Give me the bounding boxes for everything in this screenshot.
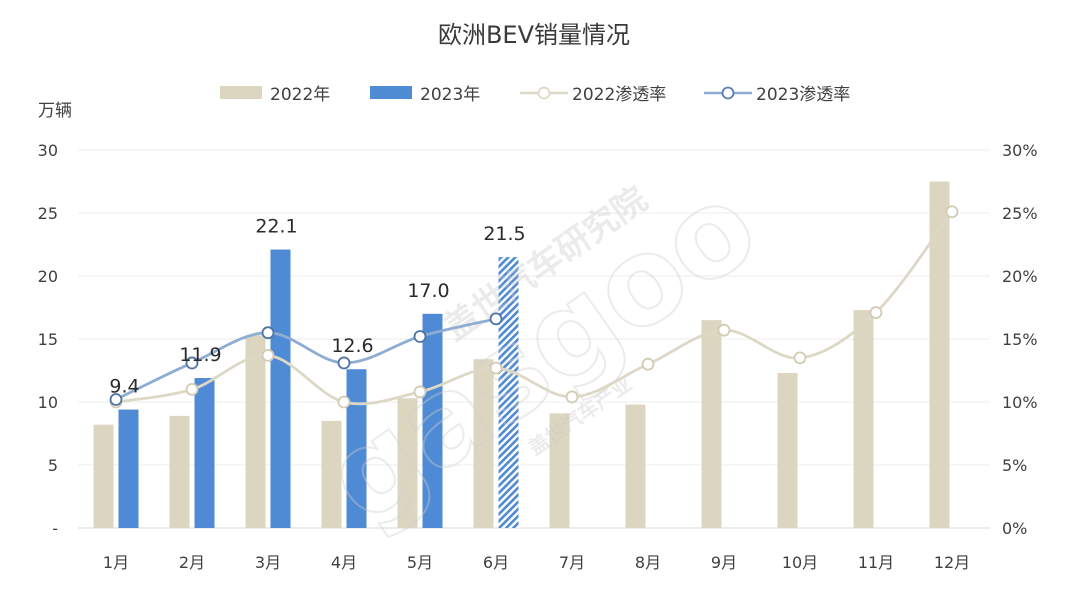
rate-2023-point [337,356,351,370]
bar-2022 [701,320,722,528]
y2-tick-label: 25% [1002,204,1038,223]
y-tick-label: 20 [38,267,58,286]
bar-2022 [169,415,190,528]
rate-2022-point [945,205,959,219]
legend-label-2023-rate: 2023渗透率 [756,85,850,105]
x-tick-label: 8月 [635,553,661,572]
bar-2023 [118,409,139,528]
bar-2023 [498,257,519,528]
bar-2022 [625,404,646,528]
x-tick-label: 2月 [179,553,205,572]
y-tick-label: 25 [38,204,58,223]
x-tick-label: 9月 [711,553,737,572]
bar-2023 [194,378,215,528]
y-tick-label: - [52,519,58,538]
rate-2022-point [565,390,579,404]
bar-2022 [245,335,266,528]
rate-2022-point [793,351,807,365]
legend-marker-2022-rate [537,86,551,100]
rate-2022-point [869,306,883,319]
chart-title: 欧洲BEV销量情况 [438,21,630,49]
bar-2022 [321,420,342,528]
bar-2022 [929,181,950,528]
y-axis-unit-label: 万辆 [38,101,72,121]
x-tick-label: 10月 [782,553,818,572]
data-label-2023: 9.4 [109,376,139,398]
legend-marker-2023-rate [721,86,735,100]
data-label-2023: 22.1 [255,216,297,238]
bar-2022 [853,310,874,528]
y2-tick-label: 10% [1002,393,1038,412]
legend-label-2022-rate: 2022渗透率 [572,85,666,105]
y-tick-label: 5 [48,456,58,475]
bar-2023 [422,313,443,528]
data-label-2023: 12.6 [331,335,373,357]
legend-label-2023: 2023年 [420,85,480,105]
rate-2022-point [337,395,351,409]
rate-2022-point [413,385,427,399]
x-tick-label: 7月 [559,553,585,572]
rate-2023-point [109,393,123,406]
bar-2022 [473,359,494,528]
chart-legend: 2022年 2023年 2022渗透率 2023渗透率 [220,85,850,105]
y-tick-label: 15 [38,330,58,349]
data-label-2023: 21.5 [483,223,525,245]
legend-swatch-2022 [220,86,262,99]
legend-swatch-2023 [370,86,412,99]
x-tick-label: 5月 [407,553,433,572]
y-tick-label: 30 [38,141,58,160]
y2-tick-label: 15% [1002,330,1038,349]
rate-2023-point [489,312,503,326]
data-label-2023: 11.9 [179,344,221,366]
x-tick-label: 6月 [483,553,509,572]
bar-2023 [346,369,367,528]
x-tick-label: 12月 [934,553,970,572]
y2-tick-label: 30% [1002,141,1038,160]
rate-2022-point [261,348,275,362]
x-tick-label: 3月 [255,553,281,572]
rate-2022-point [717,323,731,337]
y-tick-label: 10 [38,393,58,412]
rate-2022-point [489,361,503,375]
bar-2022 [549,413,570,528]
y2-tick-label: 20% [1002,267,1038,286]
rate-2023-point [413,330,427,343]
rate-2022-point [185,382,199,396]
x-tick-label: 11月 [858,553,894,572]
bar-2022 [93,424,114,528]
rate-2023-point [185,356,199,370]
x-tick-label: 1月 [103,553,129,572]
bar-2023 [270,249,291,529]
data-label-2023: 17.0 [407,280,449,302]
legend-label-2022: 2022年 [270,85,330,105]
bar-2022 [777,373,798,528]
y2-tick-label: 5% [1002,456,1027,475]
rate-2022-point [641,357,655,371]
y2-tick-label: 0% [1002,519,1027,538]
bar-2022 [397,398,418,528]
x-tick-label: 4月 [331,553,357,572]
rate-2023-point [261,326,275,340]
